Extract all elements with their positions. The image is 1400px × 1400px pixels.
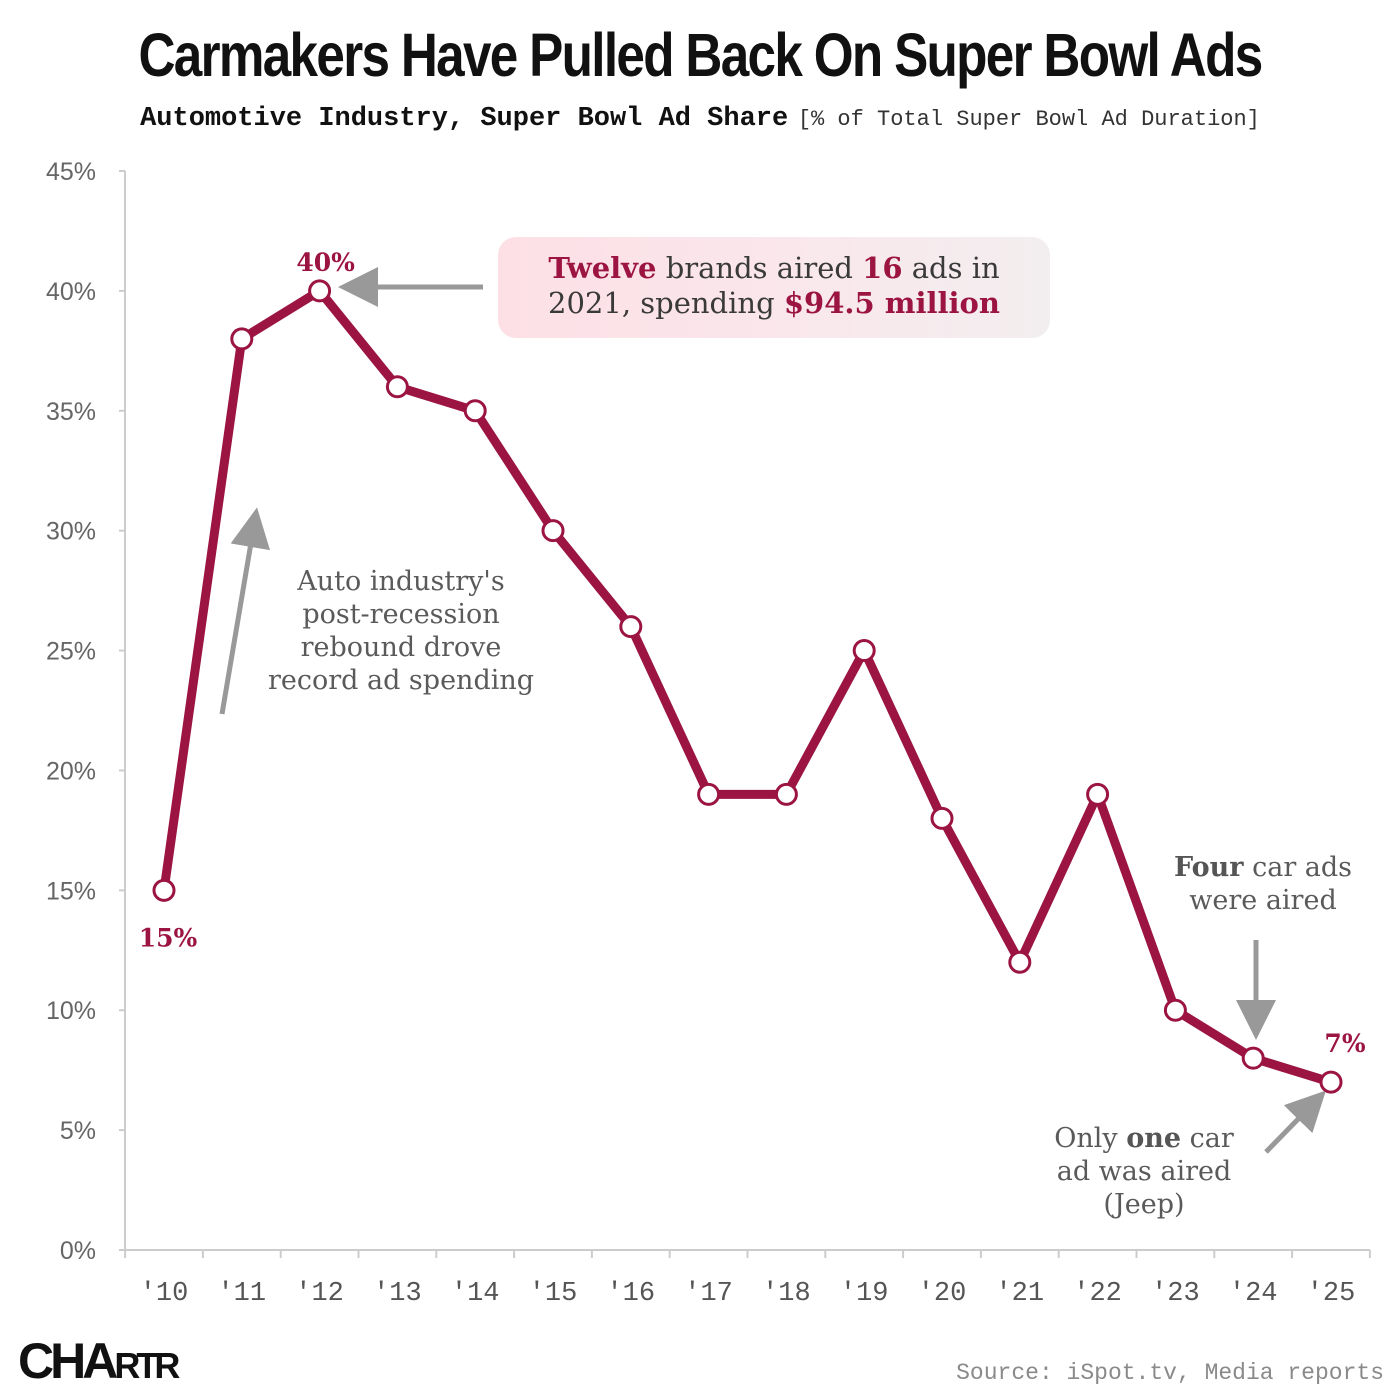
rebound-line-1: Auto industry's	[297, 566, 505, 597]
data-label: 7%	[1324, 1029, 1365, 1058]
y-tick-label: 5%	[60, 1117, 96, 1145]
data-point	[1319, 1070, 1343, 1094]
data-label: 40%	[296, 248, 355, 277]
y-tick-label: 25%	[46, 638, 96, 666]
data-point	[697, 782, 721, 806]
one-ad-bold: one	[1126, 1123, 1182, 1154]
x-tick-label: '12	[295, 1279, 344, 1309]
four-ads-line-2: were aired	[1189, 885, 1337, 916]
rebound-note: Auto industry's post-recession rebound d…	[240, 565, 562, 697]
annotation-arrows	[219, 267, 1326, 1154]
y-tick-label: 15%	[46, 877, 96, 905]
x-tick-label: '14	[451, 1279, 500, 1309]
x-tick-label: '24	[1229, 1279, 1278, 1309]
x-tick-label: '22	[1073, 1279, 1122, 1309]
rebound-arrow	[219, 507, 271, 715]
callout-text-1: brands aired	[656, 251, 863, 285]
four-ads-bold: Four	[1173, 852, 1244, 883]
peak-callout: Twelve brands aired 16 ads in 2021, spen…	[498, 237, 1050, 338]
data-point	[774, 782, 798, 806]
rebound-line-3: rebound drove	[300, 632, 502, 663]
x-tick-label: '15	[529, 1279, 578, 1309]
rebound-line-4: record ad spending	[267, 665, 535, 696]
data-point	[1008, 950, 1032, 974]
logo-small: RTR	[114, 1345, 180, 1386]
x-tick-label: '23	[1151, 1279, 1200, 1309]
x-tick-label: '19	[840, 1279, 889, 1309]
data-point	[1163, 998, 1187, 1022]
source-note: Source: iSpot.tv, Media reports	[956, 1360, 1384, 1386]
y-tick-label: 35%	[46, 398, 96, 426]
x-axis-ticks: '10 '11 '12 '13 '14 '15 '16 '17 '18 '19 '20 '21 '22 '…	[124, 1250, 1371, 1309]
data-point	[1241, 1046, 1265, 1070]
one-ad-note: Only one car ad was aired (Jeep)	[1030, 1122, 1258, 1221]
data-point	[619, 615, 643, 639]
x-tick-label: '20	[918, 1279, 967, 1309]
one-ad-arrow	[1264, 1090, 1326, 1154]
subtitle-unit: [% of Total Super Bowl Ad Duration]	[797, 107, 1260, 132]
four-ads-line-1: Four car ads	[1143, 851, 1383, 884]
y-tick-label: 40%	[46, 278, 96, 306]
one-ad-pre: Only	[1054, 1123, 1127, 1154]
logo-big: CHA	[18, 1333, 118, 1389]
chart-title: Carmakers Have Pulled Back On Super Bowl…	[138, 21, 1263, 89]
x-tick-label: '17	[684, 1279, 733, 1309]
data-labels: 15% 40% 7%	[139, 248, 1366, 1058]
four-ads-rest: car ads	[1243, 852, 1353, 883]
four-ads-note: Four car ads were aired	[1143, 851, 1383, 917]
x-tick-label: '16	[606, 1279, 655, 1309]
y-tick-label: 20%	[46, 757, 96, 785]
one-ad-post: car	[1181, 1123, 1234, 1154]
subtitle-main: Automotive Industry, Super Bowl Ad Share	[140, 104, 789, 134]
chartr-logo: CHARTR	[18, 1332, 180, 1390]
data-point	[541, 519, 565, 543]
series-line	[159, 286, 1336, 1087]
data-point	[463, 399, 487, 423]
y-tick-label: 45%	[46, 158, 96, 186]
data-point	[230, 327, 254, 351]
one-ad-line-2: ad was aired	[1056, 1156, 1232, 1187]
y-tick-label: 0%	[60, 1237, 96, 1265]
data-point	[1086, 782, 1110, 806]
data-point	[385, 375, 409, 399]
callout-spend: $94.5 million	[783, 286, 1000, 320]
callout-twelve: Twelve	[548, 251, 657, 285]
y-tick-label: 30%	[46, 518, 96, 546]
x-tick-label: '11	[217, 1279, 266, 1309]
x-tick-label: '10	[140, 1279, 189, 1309]
data-label: 15%	[139, 923, 198, 952]
x-tick-label: '21	[995, 1279, 1044, 1309]
y-tick-label: 10%	[46, 997, 96, 1025]
one-ad-line-1: Only one car	[1030, 1122, 1258, 1155]
chart-subtitle: Automotive Industry, Super Bowl Ad Share…	[0, 104, 1400, 134]
x-tick-label: '13	[373, 1279, 422, 1309]
callout-text-2: ads in	[902, 251, 1000, 285]
one-ad-line-3: (Jeep)	[1103, 1189, 1185, 1220]
data-point	[308, 279, 332, 303]
y-axis-ticks: 0% 5% 10% 15% 20% 25% 30% 35% 40% 45%	[46, 158, 125, 1265]
data-point	[152, 878, 176, 902]
data-point	[852, 639, 876, 663]
x-tick-label: '18	[762, 1279, 811, 1309]
callout-text-3: 2021, spending	[548, 286, 784, 320]
rebound-line-2: post-recession	[302, 599, 500, 630]
callout-sixteen: 16	[862, 251, 903, 285]
x-tick-label: '25	[1307, 1279, 1356, 1309]
data-points	[152, 279, 1343, 1094]
data-point	[930, 806, 954, 830]
